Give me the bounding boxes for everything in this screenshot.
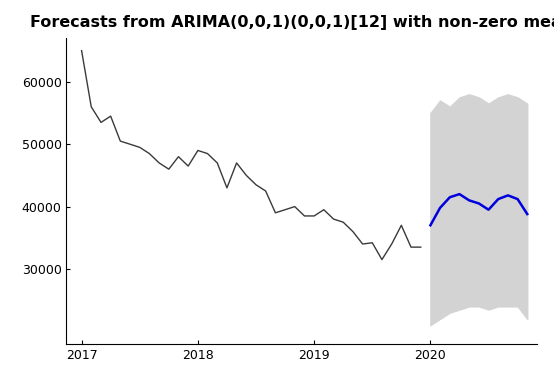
- Title: Forecasts from ARIMA(0,0,1)(0,0,1)[12] with non-zero mean: Forecasts from ARIMA(0,0,1)(0,0,1)[12] w…: [30, 15, 554, 30]
